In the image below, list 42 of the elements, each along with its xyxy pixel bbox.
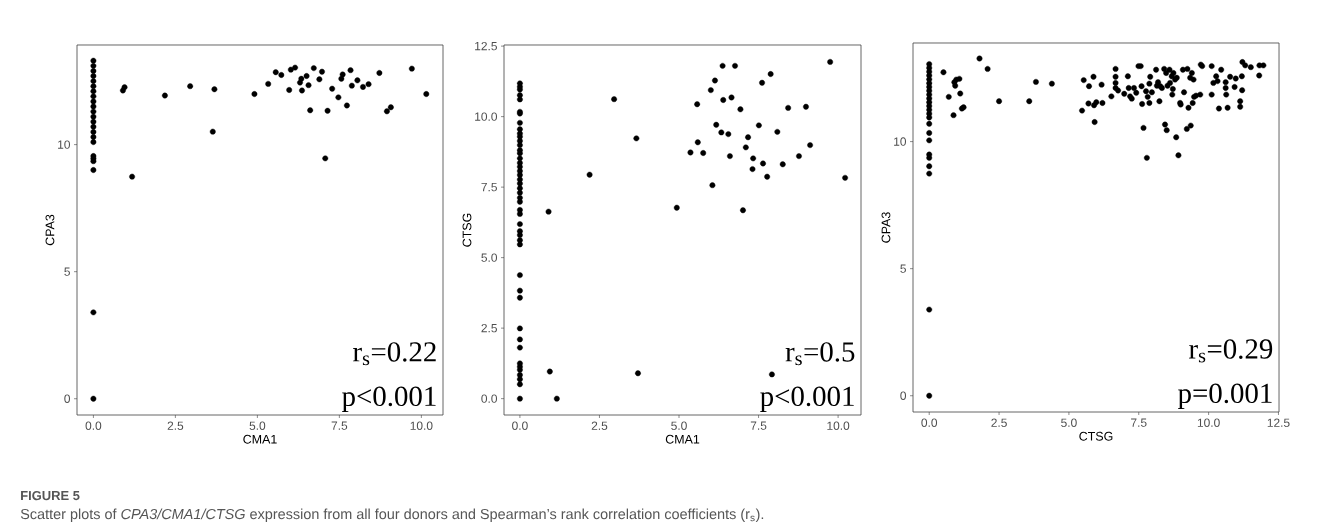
y-tick-label: 12.5	[475, 41, 497, 51]
annotation: r$_{s}$=0.29	[1189, 339, 1273, 363]
annotation: p<0.001	[342, 386, 436, 412]
y-tick-label: 0	[64, 394, 71, 403]
y-tick-label: 10	[894, 137, 907, 146]
x-tick-label: 2.5	[991, 418, 1007, 427]
x-tick-label: 10.0	[1197, 418, 1220, 427]
x-tick-label: 5.0	[249, 421, 266, 430]
y-tick-label: 5	[900, 264, 906, 273]
x-axis-title: CMA1	[243, 434, 277, 444]
x-tick-label: 7.5	[1131, 418, 1147, 427]
y-tick-label: 0	[900, 391, 907, 400]
y-tick-label: 10.0	[475, 112, 498, 121]
x-tick-label: 0.0	[921, 418, 938, 427]
x-tick-label: 2.5	[167, 421, 184, 430]
x-tick-label: 0.0	[85, 421, 102, 430]
x-tick-label: 5.0	[671, 421, 687, 430]
y-tick-label: 7.5	[481, 182, 497, 192]
y-axis-title: CPA3	[45, 214, 55, 246]
annotation: r$_{s}$=0.5	[785, 342, 855, 366]
x-tick-label: 7.5	[331, 421, 348, 430]
y-tick-label: 2.5	[481, 323, 497, 333]
y-axis-title: CTSG	[462, 213, 472, 247]
annotation: p=0.001	[1178, 383, 1272, 409]
x-tick-label: 10.0	[410, 421, 433, 430]
x-tick-label: 5.0	[1061, 418, 1077, 427]
x-axis-title: CTSG	[1079, 431, 1113, 441]
annotation: r$_{s}$=0.22	[353, 342, 436, 366]
x-tick-label: 2.5	[591, 421, 608, 430]
caption: FIGURE 5	[21, 490, 80, 501]
x-axis-title: CMA1	[665, 434, 700, 444]
y-tick-label: 5.0	[481, 253, 498, 262]
y-axis-title: CPA3	[881, 212, 891, 243]
x-tick-label: 7.5	[750, 421, 767, 430]
y-tick-label: 0.0	[481, 394, 498, 403]
text: Scatter plots of CPA3/CMA1/CTSG expression from all four donors and Spearman’s rank correlation coefficients (r$_{s}$).	[20, 508, 764, 522]
y-tick-label: 5	[64, 267, 70, 276]
annotation: p<0.001	[760, 386, 854, 412]
x-tick-label: 10.0	[827, 421, 850, 430]
x-tick-label: 12.5	[1267, 418, 1290, 427]
y-tick-label: 10	[58, 140, 71, 149]
x-tick-label: 0.0	[512, 421, 528, 430]
